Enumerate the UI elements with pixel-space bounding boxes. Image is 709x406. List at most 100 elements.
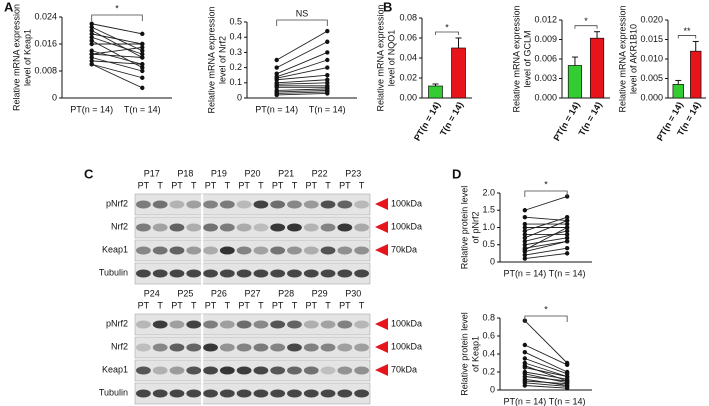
point bbox=[140, 48, 145, 53]
blot-band bbox=[152, 320, 168, 329]
pair-line bbox=[91, 23, 143, 35]
blot-band bbox=[236, 343, 252, 352]
y-tick-label: 2.0 bbox=[482, 187, 495, 197]
blot-band bbox=[253, 366, 269, 375]
blot-band bbox=[136, 223, 151, 232]
blot-band bbox=[219, 246, 235, 255]
point bbox=[140, 31, 145, 37]
point bbox=[564, 228, 570, 234]
patient-label: P21 bbox=[278, 168, 294, 178]
blot-band bbox=[354, 223, 369, 232]
panel-label: A bbox=[4, 0, 14, 14]
blot-band bbox=[152, 223, 168, 232]
blot-band bbox=[136, 343, 151, 352]
lane-label: T bbox=[325, 180, 331, 190]
blot-band bbox=[303, 389, 319, 398]
x-tick-label: T(n = 14) bbox=[438, 100, 465, 137]
sig-label: ** bbox=[683, 26, 691, 36]
bar bbox=[428, 85, 443, 99]
blot-band bbox=[287, 200, 302, 209]
blot-band bbox=[152, 200, 168, 209]
lane-label: T bbox=[225, 300, 231, 310]
point bbox=[274, 85, 279, 90]
y-axis-label: Relative mRNA expression bbox=[11, 4, 21, 111]
point bbox=[522, 225, 528, 230]
point bbox=[140, 41, 145, 47]
patient-label: P25 bbox=[177, 288, 193, 298]
point bbox=[564, 239, 570, 244]
y-axis-label: level of Nrf2 bbox=[217, 36, 227, 84]
blot-band bbox=[219, 320, 235, 329]
y-tick-label: 1.5 bbox=[482, 205, 495, 215]
x-tick-label: PT(n = 14) bbox=[503, 268, 546, 278]
blot-band bbox=[186, 246, 202, 255]
lane-label: T bbox=[157, 300, 163, 310]
blot-band bbox=[169, 389, 185, 398]
panel-label: D bbox=[452, 166, 461, 181]
blot-band bbox=[320, 223, 336, 232]
point bbox=[274, 71, 279, 76]
patient-label: P17 bbox=[144, 168, 160, 178]
sig-bracket bbox=[435, 31, 459, 35]
lane-label: T bbox=[157, 180, 163, 190]
pair-line bbox=[524, 320, 568, 364]
point bbox=[564, 214, 570, 220]
y-tick-label: 0.008 bbox=[34, 65, 57, 75]
blot-band bbox=[354, 269, 369, 278]
point bbox=[564, 218, 570, 223]
point bbox=[522, 356, 528, 361]
point bbox=[564, 225, 570, 230]
x-tick-label: PT(n = 14) bbox=[412, 100, 442, 142]
blot-band bbox=[236, 246, 252, 255]
patient-label: P28 bbox=[278, 288, 294, 298]
pair-line bbox=[276, 91, 328, 94]
blot-band bbox=[186, 223, 202, 232]
blot-band bbox=[152, 343, 168, 352]
lane-label: PT bbox=[272, 180, 284, 190]
blot-band bbox=[320, 343, 336, 352]
pair-line bbox=[524, 220, 568, 239]
blot-band bbox=[253, 246, 269, 255]
y-tick-label: 0.08 bbox=[399, 12, 417, 22]
sig-bracket bbox=[574, 25, 598, 29]
pair-line bbox=[276, 30, 328, 61]
y-axis-label: Relative mRNA expression bbox=[375, 4, 385, 111]
pair-line bbox=[524, 237, 568, 246]
y-tick-label: 0.2 bbox=[229, 62, 242, 72]
sig-label: * bbox=[115, 3, 119, 13]
point bbox=[522, 208, 528, 213]
blot-band bbox=[236, 200, 252, 209]
point bbox=[325, 91, 330, 96]
point bbox=[564, 251, 570, 256]
sig-bracket bbox=[524, 190, 568, 197]
row-label: Keap1 bbox=[102, 244, 128, 254]
blot-band bbox=[337, 223, 353, 232]
y-tick-label: 0.009 bbox=[534, 34, 557, 44]
y-tick-label: 0.000 bbox=[534, 92, 557, 102]
blot-band bbox=[236, 269, 252, 278]
point bbox=[89, 31, 94, 37]
pair-line bbox=[276, 88, 328, 91]
blot-band bbox=[320, 389, 336, 398]
marker-label: 100kDa bbox=[391, 341, 422, 351]
blot-band bbox=[219, 389, 235, 398]
y-tick-label: 0 bbox=[52, 92, 57, 102]
point bbox=[325, 50, 330, 55]
point bbox=[89, 24, 94, 30]
y-tick-label: 0 bbox=[237, 92, 242, 102]
y-axis-label: Relative protein level bbox=[459, 312, 469, 396]
lane-label: PT bbox=[272, 300, 284, 310]
blot-band bbox=[337, 200, 353, 209]
point bbox=[522, 242, 528, 247]
blot-band bbox=[303, 269, 319, 278]
blot-band bbox=[354, 246, 369, 255]
point bbox=[325, 77, 330, 82]
y-tick-label: 0.5 bbox=[229, 16, 242, 26]
blot-band bbox=[219, 343, 235, 352]
lane-label: PT bbox=[138, 300, 150, 310]
point bbox=[140, 55, 145, 60]
blot-band bbox=[320, 200, 336, 209]
blot-band bbox=[136, 269, 151, 278]
y-tick-label: 0.006 bbox=[534, 53, 557, 63]
patient-label: P26 bbox=[211, 288, 227, 298]
